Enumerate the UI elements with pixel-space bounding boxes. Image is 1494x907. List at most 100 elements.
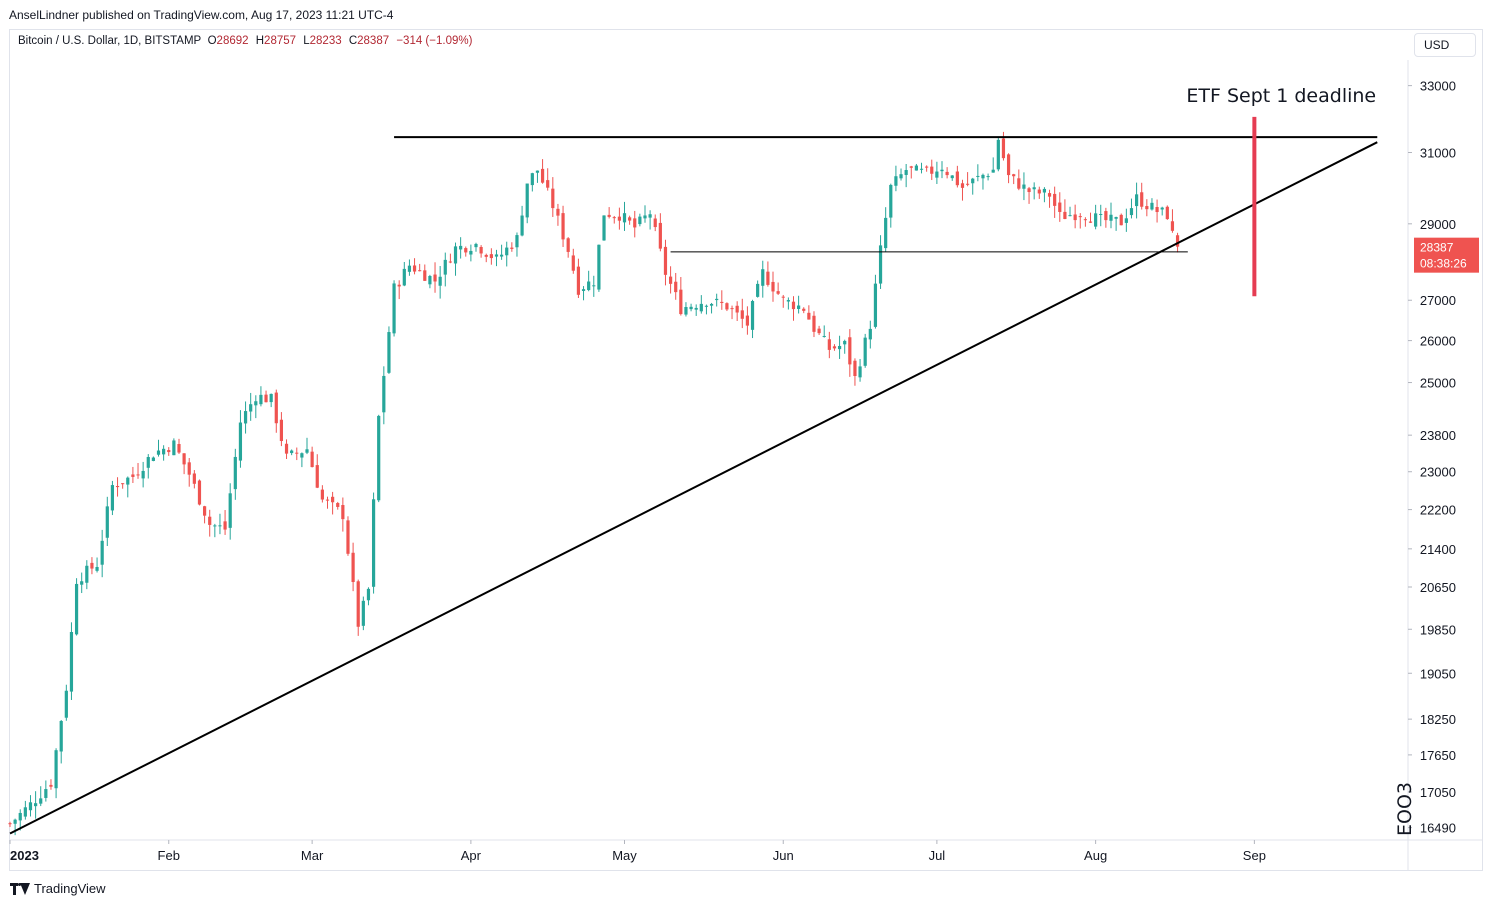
candle <box>925 165 929 172</box>
candle <box>243 401 248 434</box>
candle-body <box>1047 193 1052 197</box>
candle <box>807 305 811 320</box>
candle <box>674 272 678 300</box>
candle-body <box>105 506 109 538</box>
x-tick-label: Apr <box>461 848 482 863</box>
y-tick-label: 25000 <box>1420 376 1456 391</box>
candle-body <box>223 521 227 530</box>
candle-body <box>709 303 714 306</box>
candle-body <box>853 360 857 377</box>
candle-body <box>817 328 821 334</box>
candle <box>709 302 714 314</box>
candle-body <box>423 270 427 281</box>
y-tick-label: 26000 <box>1420 334 1456 349</box>
candle <box>80 572 84 594</box>
candle-body <box>960 183 965 188</box>
candle <box>443 252 447 287</box>
candle <box>756 280 760 298</box>
candle-body <box>761 269 765 286</box>
low-value: 28233 <box>309 35 342 47</box>
candle <box>1119 213 1123 226</box>
candle <box>633 210 637 238</box>
candle-body <box>315 465 319 488</box>
indicator-label: EOO3 <box>1394 782 1416 836</box>
candle <box>684 302 688 317</box>
candle <box>1083 217 1087 227</box>
candle <box>228 483 232 540</box>
candle-body <box>351 552 355 583</box>
y-tick-label: 18250 <box>1420 712 1456 727</box>
candle <box>325 496 330 509</box>
candle-body <box>587 281 591 291</box>
candle <box>607 207 611 219</box>
candle-body <box>1165 206 1169 220</box>
candle <box>366 587 371 606</box>
candle-body <box>1073 214 1077 221</box>
currency-button[interactable]: USD <box>1414 33 1476 57</box>
candle-body <box>581 289 586 291</box>
candle-body <box>453 246 458 264</box>
candle-body <box>510 247 514 249</box>
candle <box>1109 202 1113 229</box>
price-tag <box>1414 237 1479 273</box>
candle-body <box>428 275 432 285</box>
candle-body <box>233 456 237 490</box>
candle <box>259 386 263 407</box>
candle <box>64 684 68 721</box>
candle <box>371 492 376 594</box>
candle <box>868 320 872 349</box>
candle-body <box>832 346 837 349</box>
candle <box>121 483 125 489</box>
candle <box>172 438 176 456</box>
candle-body <box>305 449 309 453</box>
candle <box>1124 208 1128 232</box>
candle-body <box>976 175 980 177</box>
candle <box>274 389 278 433</box>
candle-body <box>295 452 299 454</box>
price-tag-value: 28387 <box>1420 241 1454 255</box>
candle-body <box>402 268 406 286</box>
candle <box>720 290 724 310</box>
candle-body <box>884 217 888 249</box>
candle-body <box>259 394 263 405</box>
candle-body <box>54 750 58 789</box>
candle-body <box>843 340 847 345</box>
candle <box>1129 198 1134 219</box>
candle-body <box>1027 188 1031 193</box>
symbol-label[interactable]: Bitcoin / U.S. Dollar, 1D, BITSTAMP <box>18 35 202 47</box>
candle-body <box>28 802 33 811</box>
candle <box>878 235 883 289</box>
candle <box>668 266 673 294</box>
candle-body <box>300 453 304 458</box>
candle-body <box>904 170 908 175</box>
candle <box>34 791 38 819</box>
candle-body <box>39 798 43 804</box>
candle-body <box>387 332 391 373</box>
candle-body <box>361 600 365 626</box>
candle <box>791 296 796 321</box>
tradingview-footer[interactable]: TradingView <box>10 881 106 896</box>
candle-body <box>1175 235 1180 247</box>
candle-body <box>310 451 314 468</box>
candle-body <box>515 235 519 248</box>
candle <box>361 596 365 631</box>
candle <box>976 164 980 182</box>
candle <box>151 456 155 462</box>
candle <box>812 311 816 338</box>
candle <box>387 326 391 374</box>
candle-body <box>940 169 944 172</box>
candle <box>484 253 488 263</box>
candle-body <box>371 499 376 587</box>
candle-body <box>438 276 442 286</box>
candle-body <box>914 165 918 171</box>
candle <box>740 298 744 329</box>
candle-body <box>848 337 852 365</box>
candle-body <box>69 632 74 692</box>
candle <box>197 479 202 506</box>
candle <box>832 344 837 351</box>
candle <box>817 325 821 336</box>
candle-body <box>822 335 826 337</box>
candle <box>761 260 765 298</box>
candle-body <box>735 305 739 313</box>
